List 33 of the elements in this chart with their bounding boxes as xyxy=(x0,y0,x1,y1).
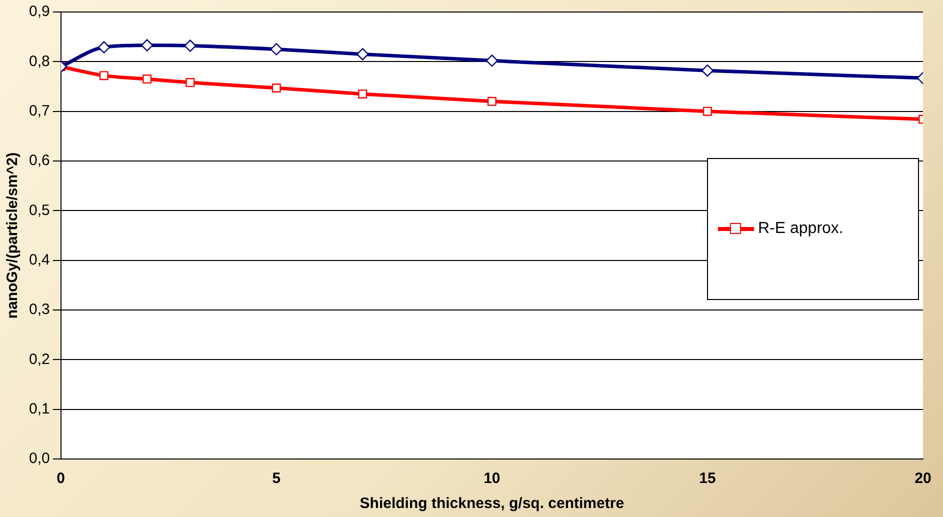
y-tick-label: 0,2 xyxy=(28,350,50,368)
point xyxy=(272,84,281,92)
point xyxy=(487,96,496,106)
x-tick-label: 10 xyxy=(484,470,500,488)
point xyxy=(701,64,714,77)
y-tick-label: 0,5 xyxy=(28,202,50,219)
y-tick-label: 0,7 xyxy=(28,102,50,120)
legend-box: R-E approx. xyxy=(707,158,919,300)
point xyxy=(142,74,152,84)
point xyxy=(702,106,712,116)
legend-label: R-E approx. xyxy=(758,220,844,238)
x-tick-label: 5 xyxy=(272,470,281,488)
y-tick-label: 0,6 xyxy=(28,152,50,170)
point xyxy=(270,43,282,56)
y-tick-label: 0,1 xyxy=(28,400,50,418)
point xyxy=(186,78,195,88)
y-tick-label: 0,8 xyxy=(28,52,50,70)
point xyxy=(486,54,498,67)
point xyxy=(184,40,196,52)
point xyxy=(98,41,110,54)
y-axis-title: nanoGy/(particle/sm^2) xyxy=(4,152,22,319)
x-axis-title: Shielding thickness, g/sq. centimetre xyxy=(360,495,624,512)
point xyxy=(99,71,108,80)
x-tick-label: 20 xyxy=(914,470,932,488)
x-tick-label: 0 xyxy=(56,470,66,488)
point xyxy=(140,39,154,52)
point xyxy=(356,48,369,60)
x-tick-label: 15 xyxy=(699,470,716,488)
y-tick-label: 0,9 xyxy=(28,3,50,20)
y-tick-label: 0,0 xyxy=(28,450,50,468)
y-tick-label: 0,3 xyxy=(28,301,50,318)
y-tick-label: 0,4 xyxy=(28,251,50,268)
point xyxy=(358,89,368,98)
